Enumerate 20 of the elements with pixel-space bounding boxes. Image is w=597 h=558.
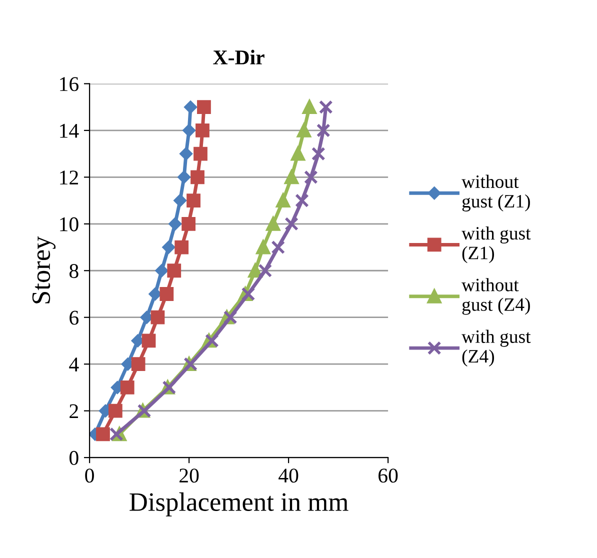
legend-label: with gust (Z1) [462,226,531,264]
y-tick-label: 12 [60,170,78,184]
y-tick-label: 4 [69,358,79,372]
legend-label: without gust (Z4) [462,278,530,315]
x-tick-label: 0 [85,468,94,483]
y-tick-label: 6 [70,310,79,325]
x-tick-label: 20 [180,468,199,483]
y-axis-title: Storey [32,236,56,304]
y-tick-label: 8 [70,264,78,278]
x-tick-label: 40 [278,468,298,483]
legend-label: without gust (Z1) [462,174,530,212]
y-tick-label: 10 [60,217,78,232]
y-tick-label: 0 [70,450,78,465]
y-tick-label: 14 [60,124,79,138]
x-tick-label: 60 [378,468,398,483]
legend-label: with gust (Z4) [462,330,531,366]
y-tick-label: 16 [60,77,79,92]
x-axis-title: Displacement in mm [130,492,348,516]
chart-title: X-Dir [213,50,264,64]
y-tick-label: 2 [70,404,78,418]
